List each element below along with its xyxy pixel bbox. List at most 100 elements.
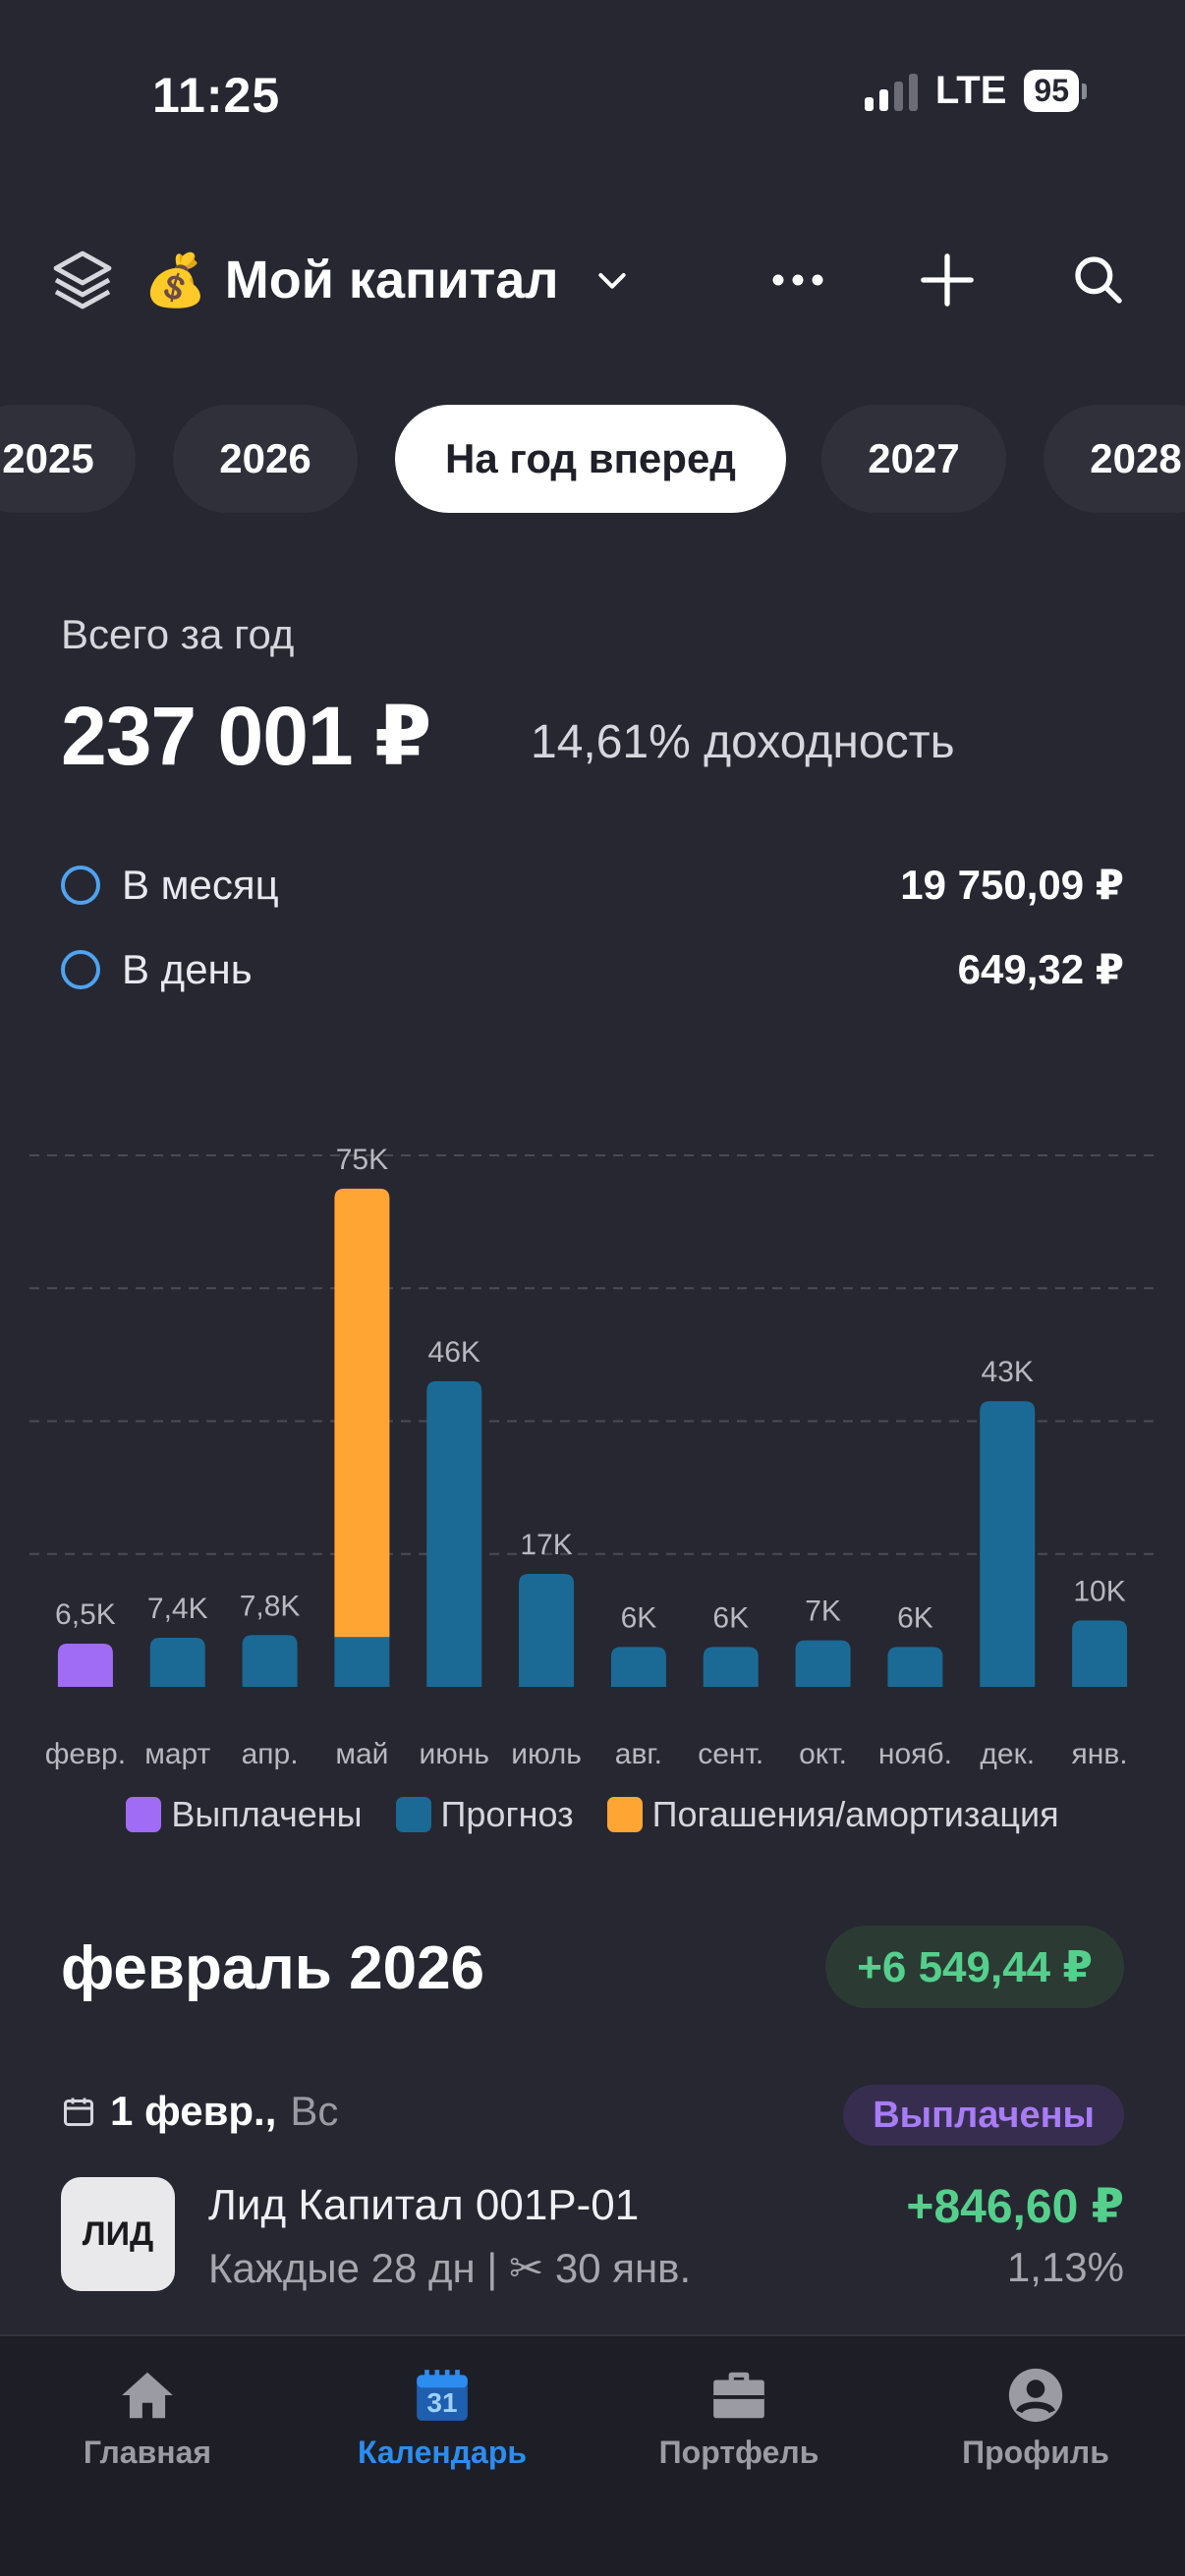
x-tick-label: июль (511, 1738, 582, 1770)
portfolio-title[interactable]: Мой капитал (224, 251, 559, 309)
x-tick-label: июнь (420, 1738, 489, 1770)
nav-home[interactable]: Главная (29, 2364, 265, 2471)
chart-bar-март (149, 1637, 205, 1687)
status-time: 11:25 (152, 68, 281, 123)
x-tick-label: дек. (980, 1738, 1035, 1770)
legend-label: Погашения/амортизация (651, 1794, 1059, 1834)
chart-bar-июнь (426, 1380, 482, 1687)
bar-value-label: 43K (982, 1356, 1034, 1388)
bar-value-label: 10K (1073, 1575, 1125, 1607)
legend-label: Прогноз (440, 1794, 574, 1834)
per-day-value: 649,32 ₽ (957, 946, 1124, 992)
nav-portfolio-label: Портфель (658, 2435, 819, 2470)
x-tick-label: апр. (242, 1738, 299, 1770)
payment-date: 1 февр., (110, 2088, 277, 2134)
chart-bar-февр. (57, 1644, 113, 1687)
bar-value-label: 75K (336, 1144, 388, 1176)
bond-schedule: Каждые 28 дн | ✂ 30 янв. (208, 2245, 692, 2291)
chart-bar-нояб. (887, 1647, 943, 1687)
legend-swatch (126, 1797, 162, 1832)
month-title: февраль 2026 (61, 1934, 485, 2002)
chart-bar-дек. (980, 1401, 1036, 1687)
chart-bar-май (334, 1637, 390, 1687)
bond-amount: +846,60 ₽ (906, 2181, 1124, 2233)
search-icon[interactable] (1059, 246, 1138, 314)
yield-value: 14,61% доходность (531, 716, 955, 768)
tab-year-ahead[interactable]: На год вперед (395, 405, 786, 513)
bar-value-label: 7,4K (147, 1593, 208, 1625)
nav-calendar[interactable]: 31 Календарь (324, 2364, 560, 2471)
tab-2027[interactable]: 2027 (821, 405, 1006, 513)
chart-bar-окт. (795, 1640, 851, 1687)
bar-value-label: 7,8K (240, 1590, 301, 1622)
calendar-icon: 31 (411, 2364, 474, 2427)
more-icon[interactable] (759, 251, 837, 309)
payment-date-row: 1 февр., Вс (61, 2088, 338, 2135)
add-icon[interactable] (908, 246, 987, 314)
per-month-row: В месяц 19 750,09 ₽ (61, 861, 1124, 909)
legend-item: Прогноз (395, 1794, 574, 1835)
tab-2025[interactable]: 2025 (0, 405, 136, 513)
per-day-row: В день 649,32 ₽ (61, 945, 1124, 993)
chart-bar-апр. (242, 1635, 298, 1687)
chart-bar-июль (519, 1574, 575, 1687)
battery-icon: 95 (1024, 70, 1087, 112)
app-header: 💰 Мой капитал (45, 236, 1146, 324)
x-tick-label: янв. (1072, 1738, 1128, 1770)
legend-swatch (606, 1797, 643, 1832)
payment-weekday: Вс (290, 2088, 339, 2134)
bond-name[interactable]: Лид Капитал 001P-01 (208, 2181, 640, 2229)
x-tick-label: март (144, 1738, 210, 1770)
chart-bar-сент. (703, 1647, 759, 1687)
calendar-day: 31 (426, 2387, 458, 2418)
chart-bar-янв. (1072, 1620, 1128, 1687)
total-label: Всего за год (61, 611, 295, 657)
tab-2028[interactable]: 2028 (1044, 405, 1185, 513)
payments-chart: 6,5K февр. 7,4K март 7,8K апр. 75K май 46K июнь 17… (29, 1144, 1156, 1770)
x-tick-label: май (335, 1738, 388, 1770)
nav-profile-label: Профиль (962, 2435, 1109, 2470)
bar-value-label: 46K (428, 1336, 480, 1369)
battery-level: 95 (1024, 70, 1079, 112)
money-bag-icon: 💰 (143, 252, 207, 309)
nav-profile[interactable]: Профиль (918, 2364, 1154, 2471)
bar-value-label: 6,5K (55, 1598, 116, 1631)
x-tick-label: сент. (698, 1738, 763, 1770)
calendar-small-icon (61, 2094, 96, 2129)
nav-home-label: Главная (83, 2435, 212, 2470)
chart-bar-май (334, 1188, 390, 1638)
network-label: LTE (934, 69, 1007, 112)
bar-value-label: 6K (712, 1601, 749, 1634)
legend-item: Погашения/амортизация (606, 1794, 1059, 1835)
chevron-down-icon[interactable] (592, 260, 632, 300)
x-tick-label: авг. (615, 1738, 662, 1770)
per-month-label: В месяц (122, 861, 279, 908)
total-value: 237 001 ₽ (61, 690, 431, 782)
bond-logo[interactable]: ЛИД (61, 2177, 175, 2291)
layers-icon[interactable] (45, 243, 120, 317)
per-month-value: 19 750,09 ₽ (900, 862, 1124, 908)
bar-value-label: 6K (621, 1601, 657, 1634)
legend-item: Выплачены (126, 1794, 363, 1835)
ring-icon (61, 949, 100, 989)
per-day-label: В день (122, 945, 253, 992)
legend-label: Выплачены (171, 1794, 363, 1834)
status-badge: Выплачены (843, 2085, 1124, 2146)
x-tick-label: февр. (45, 1738, 126, 1770)
briefcase-icon (707, 2364, 770, 2427)
period-tabs: 2025 2026 На год вперед 2027 2028 (0, 405, 1185, 513)
nav-calendar-label: Календарь (357, 2435, 528, 2470)
bar-value-label: 6K (897, 1601, 933, 1634)
nav-portfolio[interactable]: Портфель (621, 2364, 857, 2471)
chart-bar-авг. (610, 1647, 666, 1687)
legend-swatch (395, 1797, 431, 1832)
bar-value-label: 17K (520, 1529, 572, 1561)
month-total-badge: +6 549,44 ₽ (825, 1926, 1124, 2008)
status-indicators: LTE 95 (864, 69, 1087, 113)
signal-icon (864, 72, 918, 111)
x-tick-label: нояб. (878, 1738, 952, 1770)
bond-percent: 1,13% (1006, 2244, 1124, 2290)
home-icon (116, 2364, 179, 2427)
tab-2026[interactable]: 2026 (173, 405, 358, 513)
bottom-navigation: Главная 31 Календарь Портфель Профиль (0, 2334, 1185, 2576)
